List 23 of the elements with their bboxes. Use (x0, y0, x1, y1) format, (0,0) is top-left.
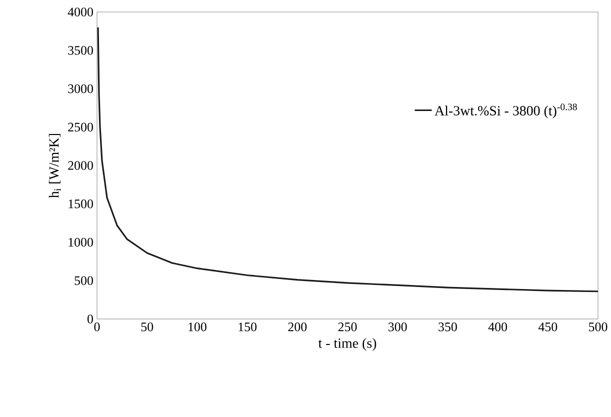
legend-label: Al-3wt.%Si - 3800 (t)$^{-0.38}$ (434, 104, 577, 118)
y-tick-label: 0 (88, 314, 93, 324)
y-tick-label: 3000 (68, 84, 93, 94)
x-tick-label: 50 (141, 322, 154, 332)
y-axis-title: h$_{i}$ [W/m²K] (48, 134, 61, 198)
x-tick-label: 200 (288, 322, 307, 332)
x-tick-label: 400 (488, 322, 508, 332)
x-tick-label: 0 (94, 322, 100, 332)
y-tick-label: 1500 (68, 200, 93, 208)
x-tick-label: 250 (338, 322, 357, 332)
x-tick-label: 500 (589, 322, 608, 332)
x-tick-label: 150 (238, 322, 257, 332)
x-axis-title: t - time (s) (318, 338, 376, 351)
x-tick-label: 300 (388, 322, 407, 332)
y-tick-label: 500 (74, 276, 93, 285)
y-tick-label: 4000 (68, 8, 93, 16)
y-tick-label: 2000 (68, 161, 93, 170)
y-tick-label: 3500 (68, 46, 93, 55)
y-tick-label: 1000 (68, 238, 93, 247)
x-tick-label: 450 (538, 322, 558, 332)
y-tick-label: 2500 (68, 122, 93, 132)
x-tick-label: 350 (438, 322, 457, 332)
x-tick-label: 100 (188, 322, 206, 332)
